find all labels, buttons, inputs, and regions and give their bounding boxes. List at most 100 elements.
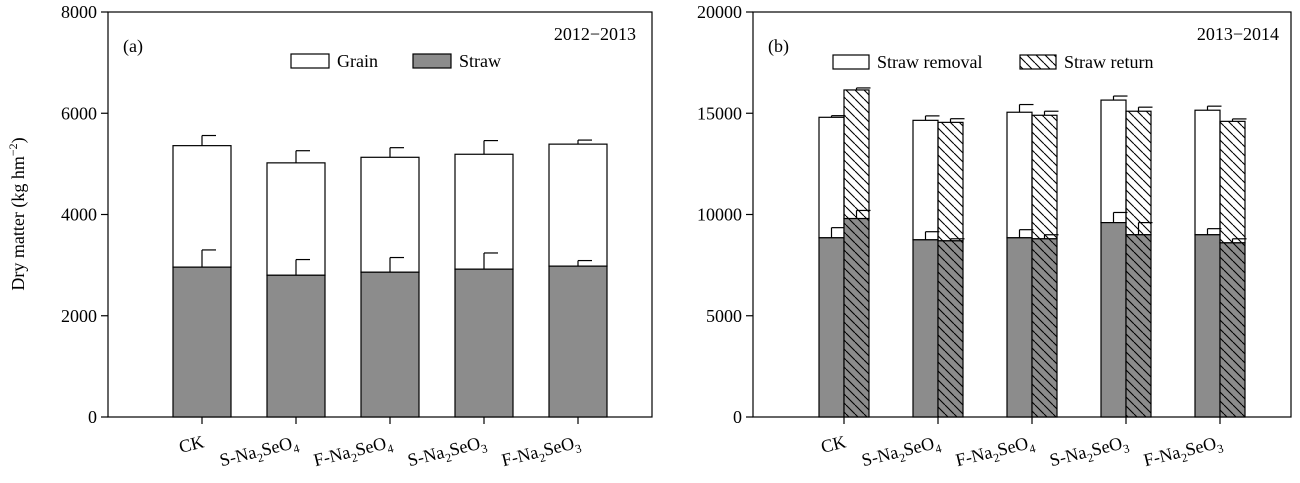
error-bar-return-total <box>1231 118 1247 122</box>
bar-grain <box>548 143 608 267</box>
bar-straw <box>360 271 420 418</box>
bar-grain <box>360 156 420 273</box>
y-tick-label: 5000 <box>706 306 742 326</box>
y-tick-label: 6000 <box>61 103 97 123</box>
error-bar-return-bottom <box>1043 234 1059 239</box>
legend-straw-return-label: Straw return <box>1064 52 1153 72</box>
bar-straw-removal-top <box>1100 99 1127 224</box>
bar-straw-return-bottom <box>1125 234 1152 418</box>
error-bar-grain <box>483 139 498 155</box>
x-tick-label: S-Na2SeO3 <box>1048 431 1131 474</box>
error-bar-return-total <box>949 118 965 123</box>
bar-straw-return-bottom <box>843 217 870 418</box>
error-bar-straw <box>295 258 310 276</box>
panel-a-ylabel: Dry matter (kg hm−2) <box>6 137 29 290</box>
bar-straw-return-bottom <box>1219 242 1246 418</box>
error-bar-grain <box>295 150 310 163</box>
legend-straw-removal-label: Straw removal <box>877 52 982 72</box>
error-bar-removal-bottom <box>1018 229 1034 238</box>
panel-a-bars <box>172 134 608 418</box>
x-tick-label: CK <box>177 431 206 456</box>
error-bar-removal-total <box>1018 103 1034 113</box>
panel-b-bars <box>818 87 1247 418</box>
bar-straw <box>172 266 232 418</box>
x-tick-label: F-Na2SeO3 <box>500 431 583 474</box>
error-bar-removal-bottom <box>1206 228 1222 235</box>
panel-a-y-axis: 0 2000 4000 6000 8000 <box>61 2 108 427</box>
legend-grain-label: Grain <box>337 51 378 71</box>
y-tick-label: 15000 <box>697 103 742 123</box>
error-bar-removal-total <box>924 115 940 121</box>
bar-straw <box>454 268 514 418</box>
legend-straw-return-swatch <box>1019 54 1057 70</box>
bar-straw-removal-top <box>1006 111 1033 239</box>
panel-a-label: (a) <box>123 36 143 57</box>
bar-straw <box>548 265 608 418</box>
error-bar-grain <box>389 147 404 158</box>
bar-grain <box>454 153 514 270</box>
panel-a-x-axis: CK S-Na2SeO4 F-Na2SeO4 S-Na2SeO3 F-Na2SeO3 <box>177 417 583 474</box>
error-bar-return-total <box>1043 110 1059 116</box>
panel-a-period: 2012−2013 <box>554 24 636 44</box>
legend-straw-removal-swatch <box>832 54 870 70</box>
x-tick-label: F-Na2SeO4 <box>312 431 395 474</box>
error-bar-return-bottom <box>1231 238 1247 243</box>
error-bar-removal-total <box>830 115 846 118</box>
x-tick-label: S-Na2SeO4 <box>860 431 943 474</box>
error-bar-return-total <box>855 87 871 90</box>
legend-straw-swatch <box>412 53 452 69</box>
x-tick-label: F-Na2SeO3 <box>1142 431 1225 474</box>
bar-straw-removal-bottom <box>1194 234 1221 418</box>
bar-straw-removal-bottom <box>912 239 939 418</box>
legend-grain-swatch <box>290 53 330 69</box>
panel-b-legend: Straw removal Straw return <box>832 52 1153 72</box>
bar-straw-removal-top <box>818 116 845 239</box>
bar-straw-removal-bottom <box>818 237 845 418</box>
bar-straw-return-top <box>1219 120 1246 244</box>
x-tick-label: S-Na2SeO3 <box>406 431 489 474</box>
error-bar-return-total <box>1137 106 1153 112</box>
bar-straw-return-top <box>1125 110 1152 236</box>
error-bar-return-bottom <box>1137 222 1153 235</box>
bar-straw-return-bottom <box>937 240 964 418</box>
error-bar-removal-total <box>1206 105 1222 111</box>
y-tick-label: 10000 <box>697 205 742 225</box>
bar-straw-removal-top <box>912 119 939 241</box>
bar-grain <box>266 162 326 276</box>
legend-straw-label: Straw <box>459 51 501 71</box>
y-tick-label: 20000 <box>697 2 742 22</box>
y-tick-label: 4000 <box>61 205 97 225</box>
y-tick-label: 0 <box>88 407 97 427</box>
error-bar-straw <box>389 256 404 273</box>
x-tick-label: F-Na2SeO4 <box>954 431 1037 474</box>
panel-b-period: 2013−2014 <box>1197 24 1279 44</box>
error-bar-return-bottom <box>855 209 871 219</box>
y-tick-label: 0 <box>733 407 742 427</box>
error-bar-removal-bottom <box>924 231 940 240</box>
bar-straw-return-top <box>843 89 870 220</box>
bar-straw <box>266 274 326 418</box>
y-tick-label: 2000 <box>61 306 97 326</box>
x-tick-label: CK <box>819 431 848 456</box>
panel-b-x-axis: CK S-Na2SeO4 F-Na2SeO4 S-Na2SeO3 F-Na2SeO3 <box>819 417 1225 474</box>
error-bar-straw <box>201 249 216 268</box>
bar-grain <box>172 145 232 268</box>
error-bar-straw <box>577 259 592 267</box>
panel-a-legend: Grain Straw <box>290 51 501 71</box>
bar-straw-return-bottom <box>1031 238 1058 418</box>
bar-straw-removal-top <box>1194 109 1221 236</box>
panel-b-y-axis: 0 5000 10000 15000 20000 <box>697 2 753 427</box>
bar-straw-removal-bottom <box>1006 237 1033 418</box>
bar-straw-removal-bottom <box>1100 222 1127 418</box>
panel-b-label: (b) <box>768 36 789 57</box>
error-bar-return-bottom <box>949 238 965 241</box>
error-bar-grain <box>201 134 216 146</box>
error-bar-removal-total <box>1112 95 1128 101</box>
x-tick-label: S-Na2SeO4 <box>218 431 301 474</box>
bar-straw-return-top <box>937 121 964 242</box>
y-tick-label: 8000 <box>61 2 97 22</box>
error-bar-grain <box>577 139 592 145</box>
error-bar-removal-bottom <box>1112 211 1128 223</box>
bar-straw-return-top <box>1031 114 1058 240</box>
